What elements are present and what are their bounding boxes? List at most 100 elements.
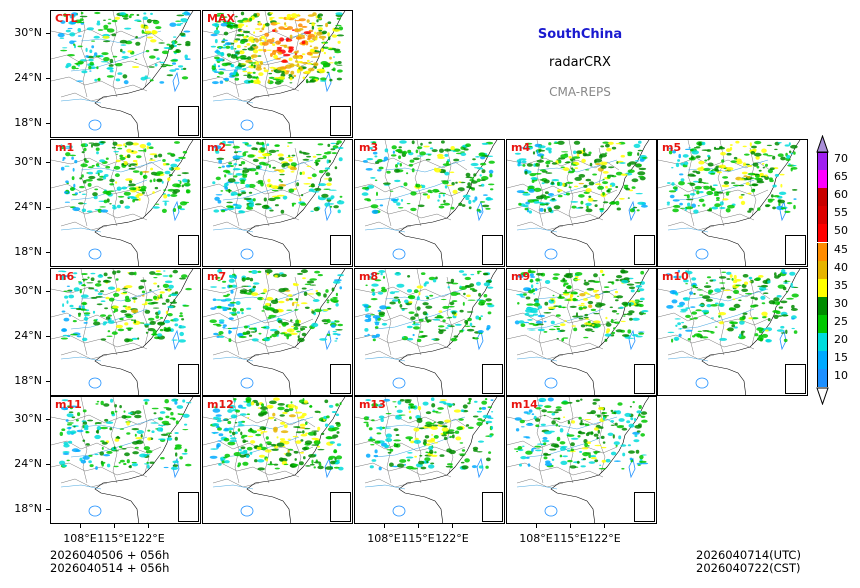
radar-echo: [283, 424, 288, 429]
radar-echo: [585, 169, 590, 171]
radar-echo: [333, 205, 339, 209]
radar-echo: [326, 159, 329, 164]
radar-echo: [708, 289, 714, 293]
radar-echo: [332, 296, 338, 300]
radar-echo: [453, 409, 461, 413]
radar-echo: [453, 158, 460, 162]
radar-echo: [526, 303, 534, 306]
radar-echo: [67, 405, 71, 408]
radar-echo: [112, 305, 119, 309]
radar-echo: [613, 321, 617, 324]
radar-echo: [424, 424, 433, 427]
radar-echo: [419, 330, 424, 333]
panel-label: MAX: [207, 12, 235, 25]
radar-echo: [179, 180, 182, 185]
radar-echo: [393, 442, 397, 448]
latitude-tick: [46, 33, 50, 34]
radar-echo: [317, 27, 320, 30]
radar-echo: [279, 79, 284, 83]
radar-echo: [529, 278, 534, 283]
radar-echo: [450, 337, 458, 342]
radar-echo: [558, 159, 562, 164]
latitude-label: 30°N: [14, 412, 42, 425]
radar-echo: [242, 461, 249, 466]
radar-echo: [520, 456, 527, 460]
latitude-tick: [46, 336, 50, 337]
radar-echo: [229, 275, 235, 279]
radar-echo: [437, 199, 440, 202]
radar-echo: [587, 445, 590, 447]
radar-echo: [406, 325, 413, 329]
coastline: [94, 140, 194, 266]
radar-echo: [104, 307, 109, 310]
radar-echo: [323, 151, 332, 155]
radar-echo: [157, 333, 163, 337]
radar-echo: [367, 333, 370, 336]
radar-echo: [413, 326, 420, 330]
radar-echo: [672, 199, 680, 202]
radar-echo: [543, 331, 548, 333]
radar-echo: [423, 439, 427, 443]
radar-echo: [467, 182, 471, 187]
radar-echo: [252, 49, 259, 54]
radar-echo: [597, 429, 600, 434]
radar-echo: [607, 175, 611, 179]
longitude-tick: [604, 524, 605, 528]
radar-echo: [588, 195, 592, 198]
radar-echo: [477, 330, 484, 334]
radar-echo: [129, 411, 136, 416]
radar-echo: [671, 338, 674, 343]
radar-echo: [564, 299, 572, 301]
radar-echo: [701, 149, 710, 151]
radar-echo: [264, 38, 267, 43]
radar-echo: [689, 291, 694, 295]
radar-echo: [242, 167, 248, 169]
radar-echo: [374, 440, 381, 444]
radar-echo: [636, 164, 642, 166]
radar-echo: [217, 65, 221, 68]
radar-echo: [682, 154, 689, 158]
radar-echo: [62, 159, 65, 161]
radar-echo: [172, 41, 175, 46]
radar-echo: [394, 168, 400, 173]
radar-echo: [185, 179, 188, 183]
radar-echo: [740, 200, 746, 205]
radar-echo: [718, 276, 727, 279]
radar-echo: [336, 443, 342, 447]
radar-echo: [438, 192, 447, 195]
radar-echo: [481, 400, 488, 405]
radar-echo: [151, 30, 157, 35]
radar-echo: [550, 320, 555, 325]
radar-echo: [475, 315, 480, 320]
radar-echo: [719, 337, 728, 341]
radar-echo: [88, 460, 92, 464]
radar-echo: [543, 456, 548, 460]
radar-echo: [585, 178, 592, 182]
radar-echo: [599, 208, 605, 211]
radar-echo: [246, 144, 252, 147]
radar-echo: [483, 294, 488, 298]
radar-echo: [612, 434, 615, 439]
radar-echo: [584, 423, 587, 426]
radar-echo: [303, 427, 311, 430]
radar-echo: [59, 431, 63, 436]
radar-echo: [468, 398, 471, 403]
radar-echo: [181, 172, 189, 175]
radar-echo: [302, 36, 305, 39]
radar-echo: [758, 275, 764, 278]
radar-echo: [419, 151, 426, 156]
radar-echo: [786, 154, 791, 159]
radar-echo: [62, 334, 69, 337]
radar-echo: [461, 449, 466, 452]
radar-echo: [174, 432, 179, 434]
radar-echo: [301, 194, 304, 197]
province-boundary: [384, 269, 392, 356]
radar-echo: [758, 330, 763, 334]
radar-echo: [61, 464, 68, 467]
radar-echo: [605, 143, 610, 148]
radar-echo: [679, 301, 685, 306]
radar-echo: [537, 314, 545, 318]
radar-echo: [108, 18, 112, 20]
radar-echo: [334, 340, 338, 342]
radar-echo: [790, 282, 793, 287]
